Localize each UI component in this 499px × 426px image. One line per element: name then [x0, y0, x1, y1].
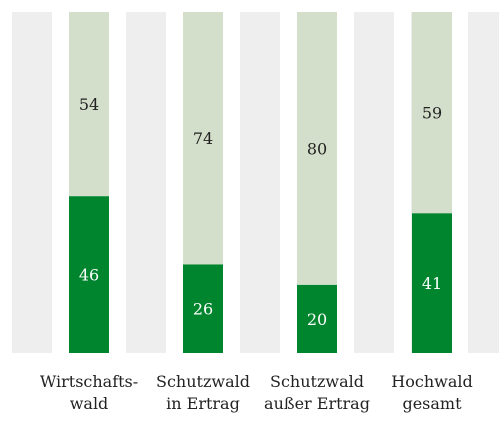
- background-band: [126, 12, 166, 353]
- data-label: 20: [307, 310, 327, 329]
- background-band: [240, 12, 280, 353]
- bar-segment-dark: [183, 264, 223, 353]
- data-label: 26: [193, 300, 213, 319]
- bar-segment-dark: [412, 213, 452, 353]
- data-label: 59: [422, 104, 442, 123]
- data-label: 54: [79, 95, 99, 114]
- data-label: 74: [193, 129, 213, 148]
- category-label: Schutzwald außer Ertrag: [264, 372, 370, 413]
- bar-segment-light: [69, 12, 109, 197]
- bar-segment-dark: [69, 196, 109, 353]
- background-band: [468, 12, 499, 353]
- data-label: 80: [307, 139, 327, 158]
- category-label: Schutzwald in Ertrag: [156, 372, 250, 413]
- data-label: 41: [422, 274, 442, 293]
- category-label: Hochwald gesamt: [391, 372, 473, 413]
- bar-segment-dark: [297, 284, 337, 353]
- bar-segment-light: [183, 12, 223, 265]
- category-label: Wirtschafts- wald: [39, 372, 139, 413]
- background-band: [12, 12, 52, 353]
- bar-segment-light: [412, 12, 452, 214]
- data-label: 46: [79, 266, 99, 285]
- background-band: [354, 12, 394, 353]
- bar-segment-light: [297, 12, 337, 285]
